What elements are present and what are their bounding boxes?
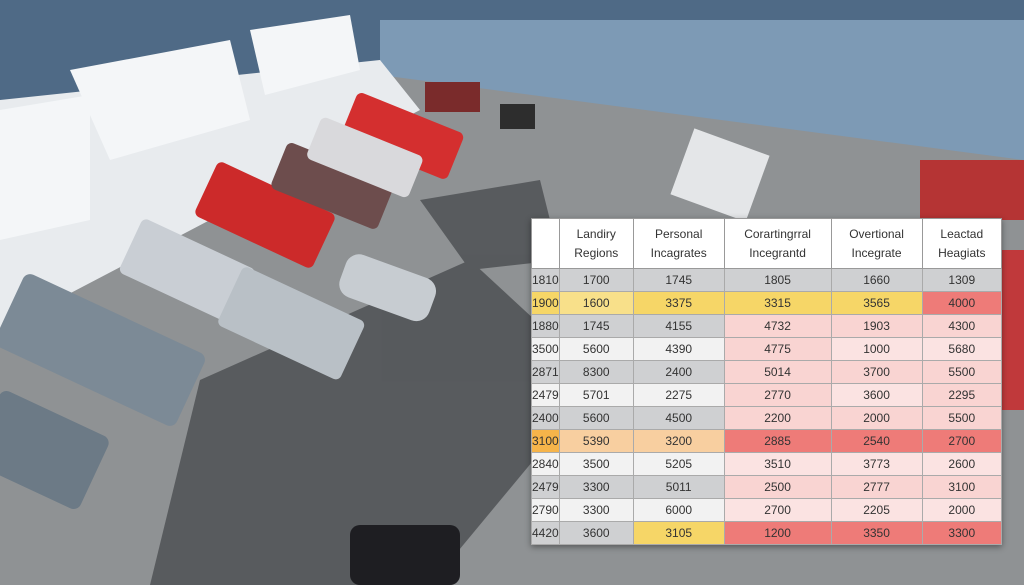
- table-cell: 2000: [921, 498, 1003, 522]
- table-cell: 5014: [723, 360, 832, 384]
- table-cell: 5205: [632, 452, 725, 476]
- column-header: Personal Incagrates: [632, 218, 725, 269]
- table-row: 2871 8300 2400 5014 3700 5500: [531, 360, 1003, 384]
- table-cell: 2400: [531, 406, 560, 430]
- table-cell: 1000: [830, 337, 923, 361]
- table-cell: 3565: [830, 291, 923, 315]
- table-cell: 3350: [830, 521, 923, 545]
- table-cell: 2275: [632, 383, 725, 407]
- table-cell: 5701: [558, 383, 634, 407]
- table-cell: 4000: [921, 291, 1003, 315]
- table-cell: 2840: [531, 452, 560, 476]
- trucks: [0, 82, 1024, 585]
- table-row: 2840 3500 5205 3510 3773 2600: [531, 452, 1003, 476]
- table-cell: 5600: [558, 337, 634, 361]
- table-cell: 3100: [531, 429, 560, 453]
- table-row: 2479 3300 5011 2500 2777 3100: [531, 475, 1003, 499]
- table-cell: 3500: [531, 337, 560, 361]
- table-cell: 1805: [723, 268, 832, 292]
- table-row: 1880 1745 4155 4732 1903 4300: [531, 314, 1003, 338]
- table-row: 4420 3600 3105 1200 3350 3300: [531, 521, 1003, 545]
- table-cell: 3510: [723, 452, 832, 476]
- table-cell: 3300: [558, 498, 634, 522]
- table-cell: 1309: [921, 268, 1003, 292]
- table-cell: 2000: [830, 406, 923, 430]
- table-cell: 3500: [558, 452, 634, 476]
- table-cell: 3600: [558, 521, 634, 545]
- table-cell: 3315: [723, 291, 832, 315]
- table-cell: 5680: [921, 337, 1003, 361]
- table-row: 3100 5390 3200 2885 2540 2700: [531, 429, 1003, 453]
- table-cell: 2700: [723, 498, 832, 522]
- table-row: 1900 1600 3375 3315 3565 4000: [531, 291, 1003, 315]
- table-cell: 2400: [632, 360, 725, 384]
- table-row: 2400 5600 4500 2200 2000 5500: [531, 406, 1003, 430]
- table-cell: 5600: [558, 406, 634, 430]
- table-cell: 1200: [723, 521, 832, 545]
- table-cell: 2479: [531, 475, 560, 499]
- table-cell: 2790: [531, 498, 560, 522]
- table-cell: 8300: [558, 360, 634, 384]
- table-cell: 2871: [531, 360, 560, 384]
- table-cell: 5500: [921, 360, 1003, 384]
- table-row: 2479 5701 2275 2770 3600 2295: [531, 383, 1003, 407]
- table-cell: 5500: [921, 406, 1003, 430]
- table-cell: 5390: [558, 429, 634, 453]
- table-cell: 3300: [558, 475, 634, 499]
- table-cell: 2770: [723, 383, 832, 407]
- table-row: 3500 5600 4390 4775 1000 5680: [531, 337, 1003, 361]
- table-cell: 2500: [723, 475, 832, 499]
- table-cell: 4390: [632, 337, 725, 361]
- table-cell: 2885: [723, 429, 832, 453]
- table-cell: 3375: [632, 291, 725, 315]
- table-cell: 2540: [830, 429, 923, 453]
- table-cell: 3773: [830, 452, 923, 476]
- table-row: 2790 3300 6000 2700 2205 2000: [531, 498, 1003, 522]
- table-cell: 4300: [921, 314, 1003, 338]
- column-header: Leactad Heagiats: [921, 218, 1003, 269]
- table-cell: 2295: [921, 383, 1003, 407]
- table-cell: 1903: [830, 314, 923, 338]
- table-cell: 1700: [558, 268, 634, 292]
- table-cell: 4775: [723, 337, 832, 361]
- table-cell: 6000: [632, 498, 725, 522]
- table-cell: 1900: [531, 291, 560, 315]
- table-cell: 1880: [531, 314, 560, 338]
- table-cell: 2200: [723, 406, 832, 430]
- table-cell: 4500: [632, 406, 725, 430]
- column-header: Overtional Incegrate: [830, 218, 923, 269]
- table-cell: 4420: [531, 521, 560, 545]
- table-cell: 5011: [632, 475, 725, 499]
- table-cell: 2777: [830, 475, 923, 499]
- table-cell: 1660: [830, 268, 923, 292]
- table-cell: 1810: [531, 268, 560, 292]
- table-cell: 1600: [558, 291, 634, 315]
- table-cell: 3600: [830, 383, 923, 407]
- table-cell: 1745: [558, 314, 634, 338]
- table-cell: 3105: [632, 521, 725, 545]
- table-cell: 3200: [632, 429, 725, 453]
- column-header: Landiry Regions: [558, 218, 634, 269]
- table-cell: 3300: [921, 521, 1003, 545]
- table-cell: 1745: [632, 268, 725, 292]
- table-row: 1810 1700 1745 1805 1660 1309: [531, 268, 1003, 292]
- table-cell: 2600: [921, 452, 1003, 476]
- table-cell: 4155: [632, 314, 725, 338]
- data-table: Landiry Regions Personal Incagrates Corart…: [531, 218, 1003, 545]
- table-cell: 2479: [531, 383, 560, 407]
- table-cell: 2700: [921, 429, 1003, 453]
- table-cell: 2205: [830, 498, 923, 522]
- column-header: Corartingrral Incegrantd: [723, 218, 832, 269]
- table-cell: 4732: [723, 314, 832, 338]
- table-cell: 3700: [830, 360, 923, 384]
- table-cell: 3100: [921, 475, 1003, 499]
- corner-cell: [531, 218, 560, 269]
